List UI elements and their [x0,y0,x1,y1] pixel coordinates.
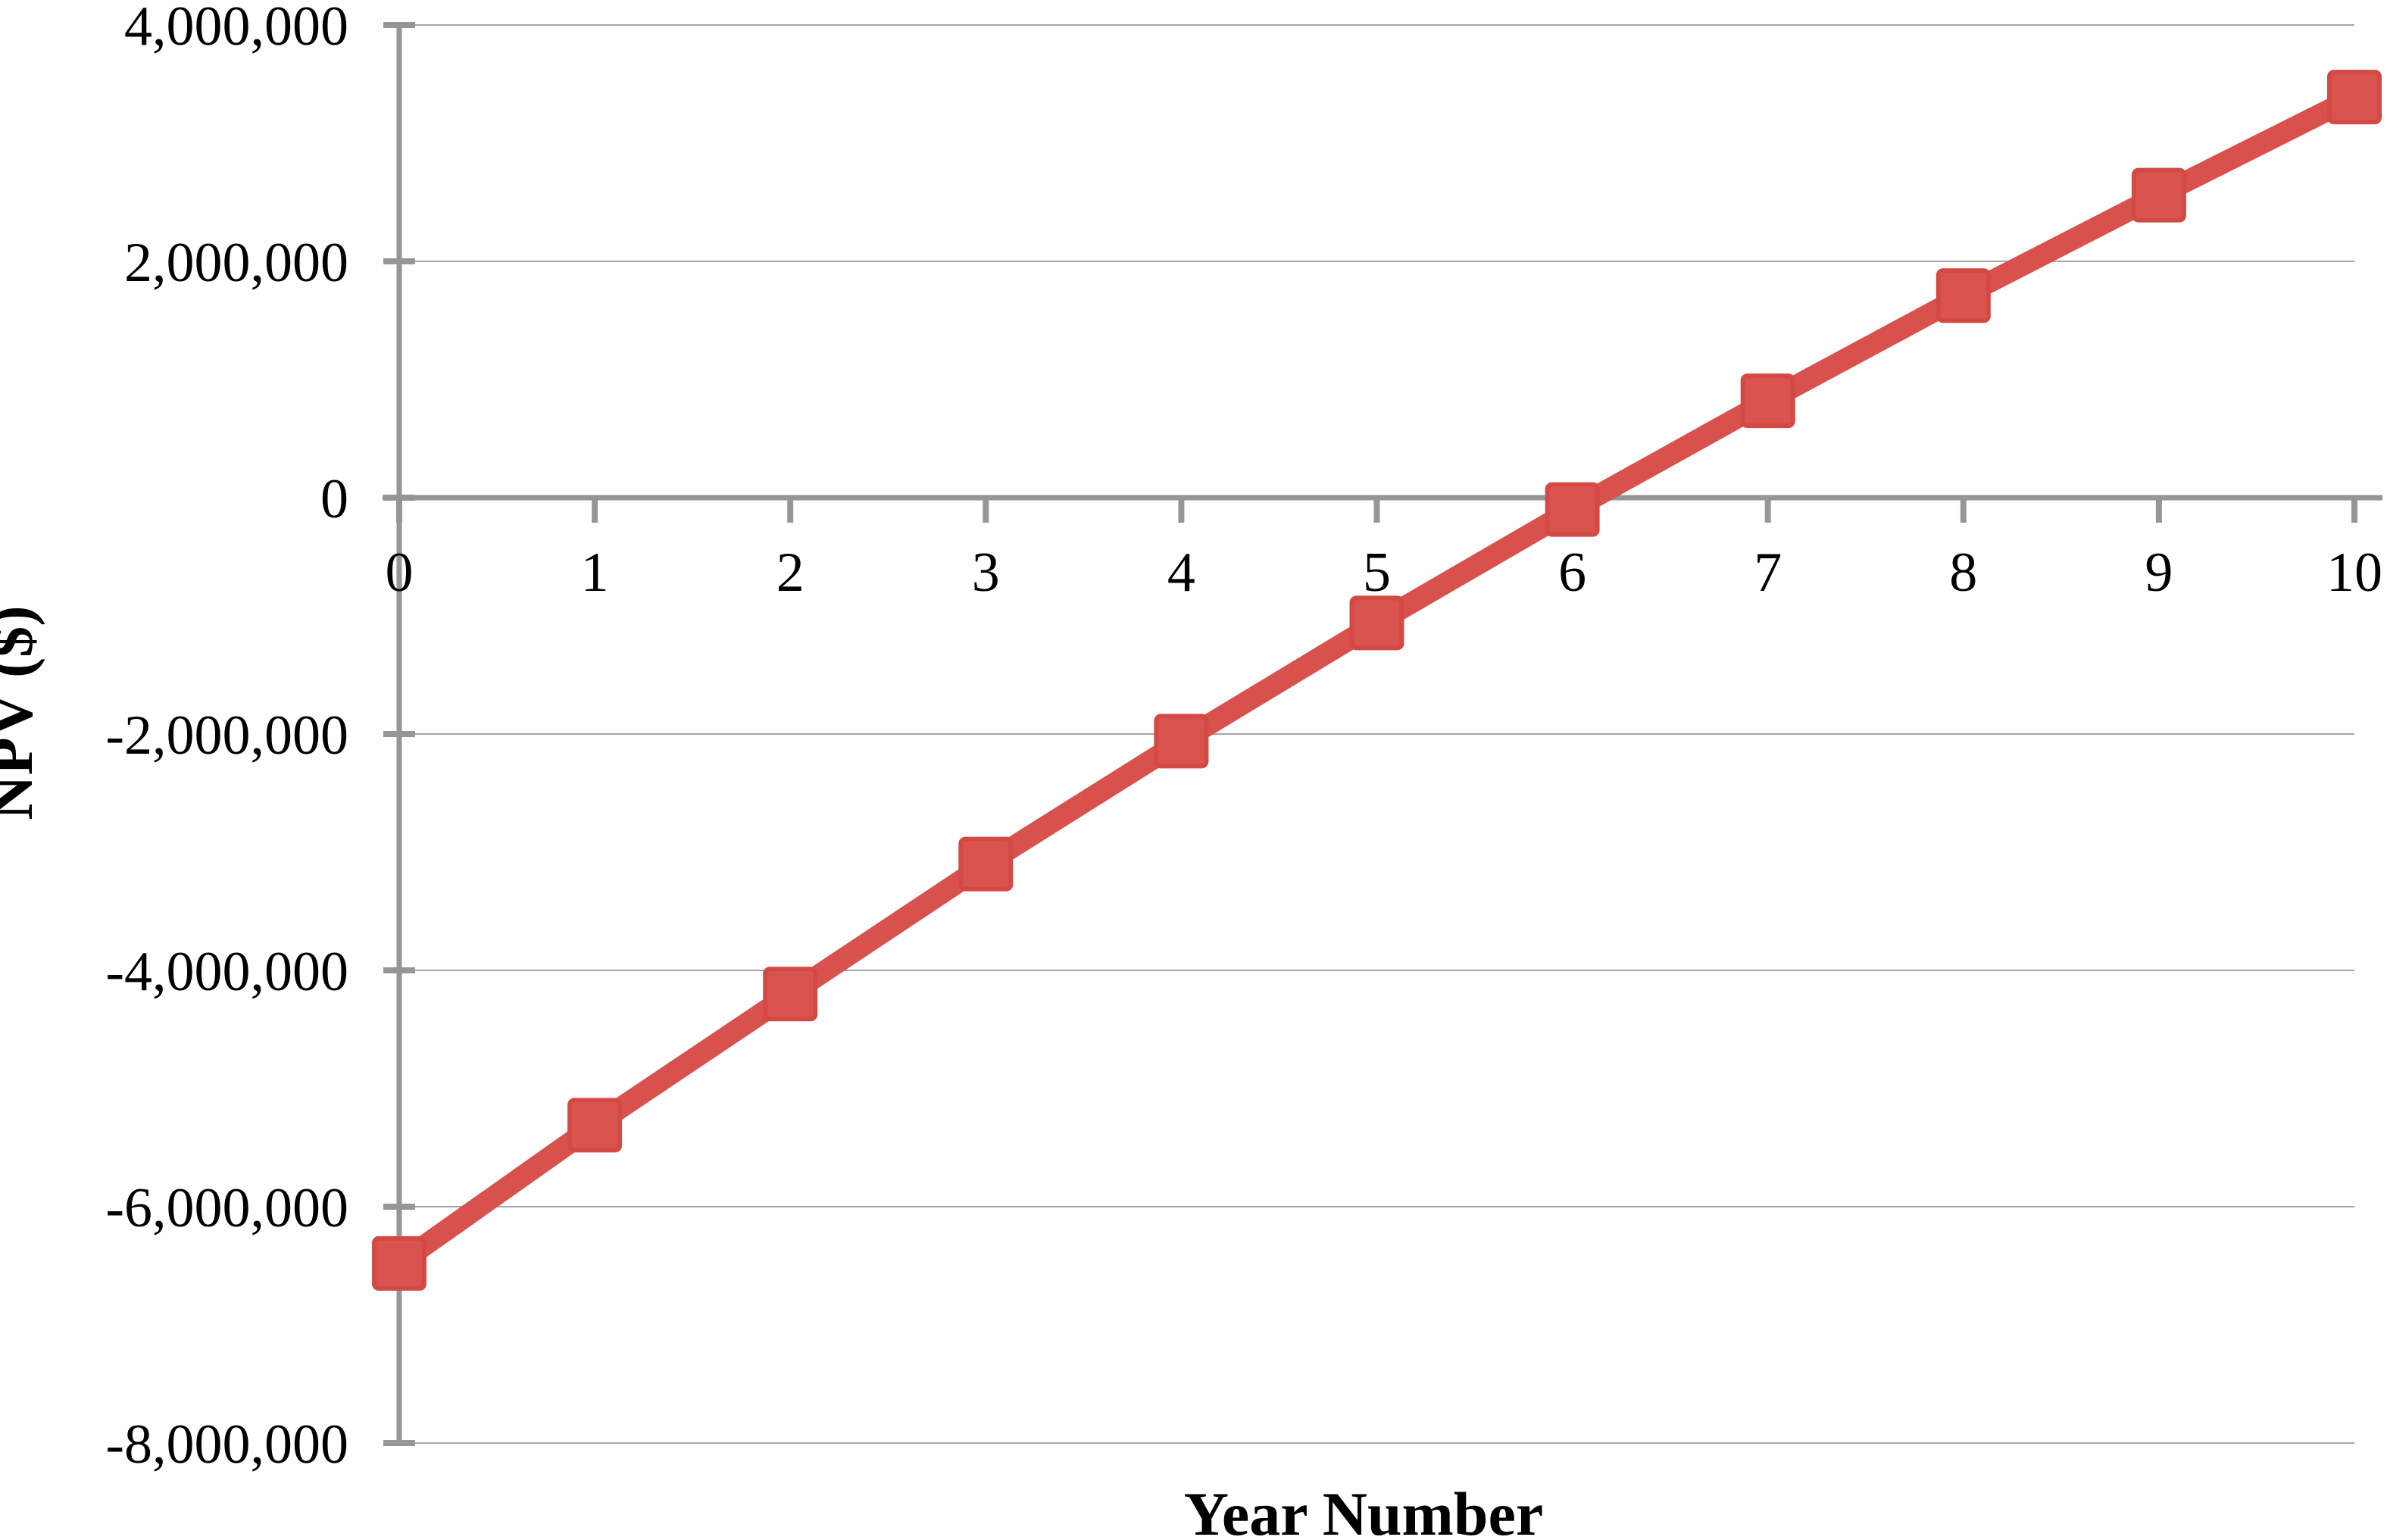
y-tick-labels: 4,000,000 2,000,000 0 -2,000,000 -4,000,000 -… [105,0,348,1476]
y-tick-label: 4,000,000 [124,0,348,58]
y-tick-label: -6,000,000 [105,1177,348,1239]
data-point-marker [1740,373,1795,429]
data-point-marker [1154,714,1209,769]
data-point-marker [372,1235,426,1291]
data-point-marker [2131,167,2186,223]
y-tick-label: 0 [320,468,348,530]
data-point-marker [2327,70,2382,125]
x-tick-label: 7 [1754,542,1782,604]
x-tick-label: 4 [1167,542,1195,604]
data-point-marker [1349,595,1404,651]
data-point-marker [1545,482,1600,537]
x-tick-label: 5 [1363,542,1391,604]
y-tick-label: -4,000,000 [105,941,348,1003]
y-axis-title: NPV ($) [0,605,45,820]
x-tick-label: 8 [1949,542,1977,604]
x-tick-label: 3 [972,542,1000,604]
data-point-marker [1936,268,1991,323]
data-point-marker [763,967,818,1022]
x-axis-title: Year Number [1184,1479,1543,1540]
y-tick-label: 2,000,000 [124,232,348,294]
y-tick-label: -8,000,000 [105,1413,348,1476]
y-tick-label: -2,000,000 [105,704,348,767]
x-tick-label: 0 [386,542,414,604]
npv-series [372,70,2382,1291]
x-tick-label: 10 [2326,542,2382,604]
x-tick-label: 9 [2145,542,2173,604]
x-tick-labels: 0 1 2 3 4 5 6 7 8 9 10 [386,542,2383,604]
data-point-marker [958,836,1014,892]
x-tick-label: 2 [776,542,805,604]
data-point-marker [567,1098,623,1153]
x-tick-label: 1 [581,542,609,604]
x-tick-label: 6 [1558,542,1586,604]
series-line [392,87,2360,1273]
